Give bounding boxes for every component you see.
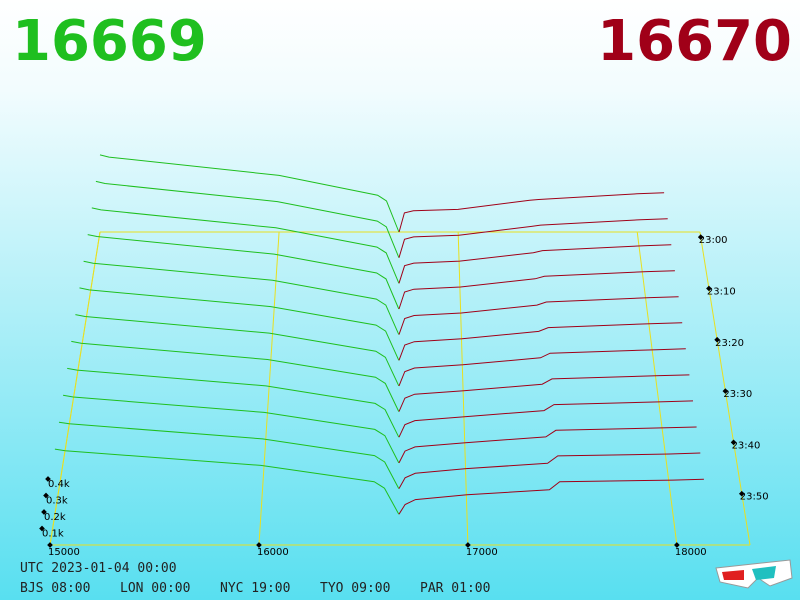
z-tick-label: 0.3k	[46, 496, 68, 507]
bid-depth-line	[91, 207, 400, 284]
grid-line	[49, 231, 101, 546]
bid-depth-line	[58, 421, 400, 489]
bid-depth-line	[87, 234, 400, 310]
tick-marker	[697, 234, 704, 240]
time-tick-label: 23:40	[732, 440, 761, 451]
grid-line	[258, 231, 280, 546]
ask-depth-line	[398, 426, 697, 464]
ask-depth-line	[398, 478, 704, 515]
ask-depth-line	[398, 218, 668, 258]
z-tick-label: 0.4k	[48, 479, 70, 490]
z-tick-label: 0.1k	[42, 529, 64, 540]
x-tick-label: 15000	[48, 547, 80, 558]
ask-depth-line	[398, 374, 690, 412]
tick-marker	[39, 525, 45, 532]
grid-line	[636, 231, 678, 546]
time-tick-label: 23:20	[715, 338, 744, 349]
tick-marker	[714, 336, 720, 343]
bid-depth-line	[83, 260, 400, 335]
z-tick-label: 0.2k	[44, 512, 66, 523]
ask-depth-line	[398, 270, 675, 310]
ask-depth-line	[398, 400, 694, 438]
tick-marker	[706, 285, 712, 292]
city-time: NYC 19:00	[220, 581, 290, 596]
tick-marker	[47, 542, 53, 548]
tick-marker	[256, 542, 262, 548]
ask-depth-line	[398, 322, 683, 361]
bid-depth-line	[79, 287, 400, 361]
glasses-icon	[715, 559, 793, 589]
bid-price: 16669	[12, 9, 207, 74]
city-time: PAR 01:00	[420, 581, 490, 596]
bid-depth-line	[54, 448, 400, 515]
x-tick-label: 16000	[257, 547, 289, 558]
tick-marker	[738, 490, 745, 497]
tick-marker	[674, 542, 680, 548]
bid-depth-line	[67, 367, 400, 438]
bid-depth-line	[99, 154, 400, 233]
ask-depth-line	[398, 296, 679, 335]
bid-depth-line	[95, 180, 400, 258]
time-tick-label: 23:00	[699, 235, 728, 246]
ask-depth-line	[398, 244, 672, 284]
ask-depth-line	[398, 192, 665, 233]
city-time: BJS 08:00	[20, 581, 90, 596]
city-time: LON 00:00	[120, 581, 190, 596]
time-tick-label: 23:30	[723, 389, 752, 400]
tick-marker	[722, 388, 729, 394]
ask-price: 16670	[597, 9, 792, 74]
ask-depth-line	[398, 348, 686, 387]
city-time: TYO 09:00	[320, 581, 390, 596]
time-tick-label: 23:10	[707, 286, 736, 297]
time-tick-label: 23:50	[740, 492, 769, 503]
x-tick-label: 18000	[675, 547, 707, 558]
tick-marker	[730, 439, 737, 446]
tick-marker	[465, 542, 471, 548]
grid-line	[457, 231, 469, 546]
bid-depth-line	[75, 314, 400, 387]
ask-depth-line	[398, 452, 701, 489]
x-tick-label: 17000	[466, 547, 498, 558]
bid-depth-line	[63, 394, 400, 464]
plot: 15000 16000 17000 18000 23:00 23:10 23:20 23:30…	[39, 154, 769, 558]
bid-depth-line	[71, 340, 400, 412]
utc-time: UTC 2023-01-04 00:00	[20, 561, 177, 576]
